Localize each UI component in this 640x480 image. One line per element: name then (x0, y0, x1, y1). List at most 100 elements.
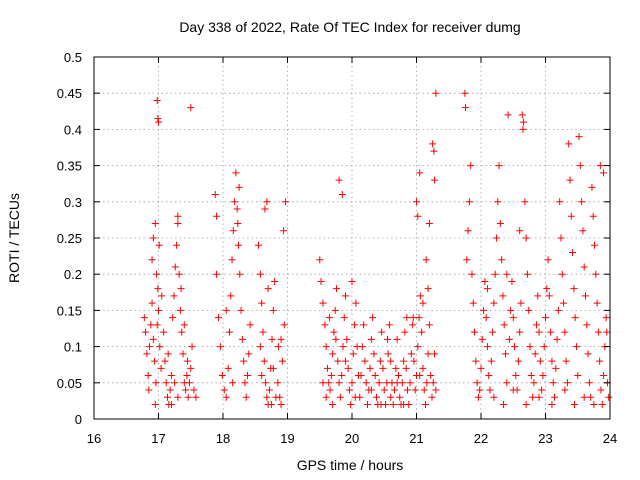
data-point (148, 299, 156, 307)
data-point (271, 277, 279, 285)
data-point (593, 299, 601, 307)
data-point (558, 270, 566, 278)
data-point (594, 328, 602, 336)
data-point (178, 328, 186, 336)
data-point (153, 321, 161, 329)
data-point (256, 343, 264, 351)
data-point (425, 220, 433, 228)
data-point (338, 372, 346, 380)
y-tick-label: 0.25 (57, 231, 82, 246)
data-point (244, 372, 252, 380)
data-point (491, 270, 499, 278)
data-point (463, 256, 471, 264)
data-point (423, 379, 431, 387)
data-point (429, 140, 437, 148)
data-point (269, 364, 277, 372)
data-point (380, 386, 388, 394)
data-point (505, 335, 513, 343)
data-point (560, 299, 568, 307)
data-point (530, 379, 538, 387)
data-point (585, 379, 593, 387)
data-point (570, 285, 578, 293)
data-point (485, 372, 493, 380)
x-tick-label: 21 (409, 431, 423, 446)
data-point (334, 357, 342, 365)
data-point (496, 220, 504, 228)
data-point (535, 328, 543, 336)
data-point (164, 393, 172, 401)
data-point (154, 115, 162, 123)
data-point (507, 306, 515, 314)
data-point (170, 292, 178, 300)
x-tick-label: 18 (216, 431, 230, 446)
data-point (516, 227, 524, 235)
x-tick-label: 24 (603, 431, 617, 446)
data-point (584, 350, 592, 358)
data-point (478, 335, 486, 343)
data-point (598, 401, 606, 409)
y-tick-label: 0.15 (57, 303, 82, 318)
data-point (468, 270, 476, 278)
axis-ticks (93, 56, 611, 420)
data-point (403, 386, 411, 394)
data-point (409, 314, 417, 322)
x-tick-label: 16 (87, 431, 101, 446)
data-point (406, 379, 414, 387)
data-point (413, 198, 420, 206)
data-point (220, 386, 228, 394)
data-point (535, 393, 543, 401)
data-point (428, 393, 436, 401)
data-point (416, 372, 424, 380)
data-point (213, 212, 221, 220)
data-point (420, 386, 428, 394)
data-point (492, 234, 500, 242)
data-point (597, 386, 605, 394)
data-point (529, 393, 537, 401)
data-point (229, 379, 237, 387)
data-point (329, 401, 337, 409)
data-point (280, 227, 288, 235)
data-point (427, 372, 435, 380)
data-point (258, 299, 266, 307)
data-point (261, 205, 269, 213)
data-point (358, 343, 366, 351)
data-point (495, 162, 503, 170)
data-point (228, 256, 236, 264)
data-point (351, 321, 359, 329)
data-point (482, 314, 490, 322)
y-tick-label: 0.5 (64, 50, 82, 65)
data-point (414, 343, 422, 351)
data-point (234, 220, 242, 228)
data-point (282, 198, 290, 206)
data-point (494, 198, 502, 206)
data-point (338, 191, 346, 199)
data-point (567, 212, 575, 220)
data-point (366, 364, 374, 372)
data-point (465, 198, 473, 206)
data-point (588, 183, 596, 191)
data-point (534, 292, 542, 300)
data-point (263, 393, 271, 401)
data-point (467, 162, 475, 170)
data-point (487, 357, 495, 365)
data-point (280, 321, 288, 329)
data-point (512, 372, 520, 380)
data-point (565, 140, 573, 148)
data-point (429, 379, 437, 387)
data-point (234, 241, 242, 249)
data-point (182, 386, 190, 394)
data-point (377, 401, 385, 409)
data-point (343, 335, 351, 343)
data-point (409, 321, 417, 329)
data-point (419, 364, 427, 372)
data-point (544, 256, 552, 264)
data-point (569, 248, 577, 256)
data-point (330, 328, 338, 336)
data-point (418, 328, 426, 336)
data-point (277, 335, 285, 343)
data-point (362, 379, 370, 387)
data-point (553, 335, 561, 343)
data-point (480, 306, 488, 314)
data-point (563, 379, 571, 387)
data-point (526, 343, 534, 351)
